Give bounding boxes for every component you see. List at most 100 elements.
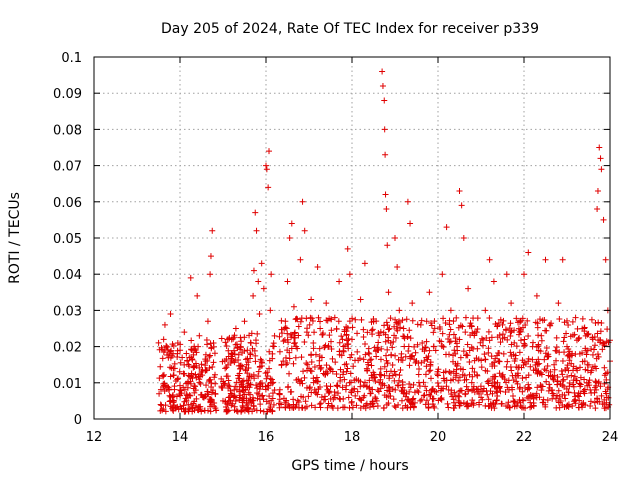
data-point: [256, 311, 263, 318]
data-point: [336, 339, 343, 346]
data-point: [371, 344, 378, 351]
data-point: [324, 404, 331, 411]
data-point: [370, 374, 377, 381]
data-point: [464, 352, 471, 359]
data-point: [350, 363, 357, 370]
data-point: [167, 364, 174, 371]
data-point: [167, 311, 174, 318]
data-point: [377, 365, 384, 372]
y-tick-label: 0.06: [53, 196, 82, 211]
x-tick-label: 16: [258, 430, 275, 445]
data-point: [554, 392, 561, 399]
data-point: [267, 379, 274, 386]
data-point: [414, 341, 421, 348]
data-point: [228, 402, 235, 409]
data-point: [387, 315, 394, 322]
data-point: [569, 318, 576, 325]
data-point: [590, 346, 597, 353]
data-point: [553, 334, 560, 341]
data-point: [419, 340, 426, 347]
data-point: [202, 362, 209, 369]
data-point: [194, 406, 201, 413]
data-point: [410, 403, 417, 410]
data-point: [460, 348, 467, 355]
data-point: [397, 367, 404, 374]
data-point: [239, 387, 246, 394]
data-point: [535, 342, 542, 349]
data-point: [474, 326, 481, 333]
data-point: [180, 402, 187, 409]
data-point: [462, 329, 469, 336]
data-point: [399, 317, 406, 324]
data-point: [445, 336, 452, 343]
data-point: [391, 403, 398, 410]
data-point: [291, 329, 298, 336]
data-point: [196, 332, 203, 339]
data-point: [285, 401, 292, 408]
data-point: [385, 334, 392, 341]
data-point: [544, 362, 551, 369]
data-point: [408, 353, 415, 360]
data-point: [354, 348, 361, 355]
data-point: [555, 387, 562, 394]
data-point: [552, 357, 559, 364]
data-point: [298, 315, 305, 322]
data-point: [290, 396, 297, 403]
data-point: [386, 375, 393, 382]
data-point: [307, 384, 314, 391]
data-point: [555, 300, 562, 307]
data-point: [339, 336, 346, 343]
data-point: [306, 321, 313, 328]
data-point: [349, 404, 356, 411]
data-point: [376, 379, 383, 386]
y-tick-label: 0.02: [53, 341, 82, 356]
data-point: [159, 355, 166, 362]
data-point: [514, 400, 521, 407]
data-point: [486, 337, 493, 344]
data-point: [422, 383, 429, 390]
data-point: [302, 398, 309, 405]
data-point: [268, 271, 275, 278]
data-point: [237, 362, 244, 369]
data-point: [292, 354, 299, 361]
data-point: [318, 354, 325, 361]
data-point: [582, 345, 589, 352]
data-point: [523, 374, 530, 381]
data-point: [592, 405, 599, 412]
data-point: [424, 356, 431, 363]
data-point: [337, 378, 344, 385]
data-point: [197, 405, 204, 412]
data-point: [265, 184, 272, 191]
data-point: [456, 393, 463, 400]
data-point: [234, 341, 241, 348]
data-point: [384, 322, 391, 329]
data-point: [242, 367, 249, 374]
data-point: [223, 364, 230, 371]
data-point: [181, 370, 188, 377]
data-point: [187, 380, 194, 387]
data-point: [279, 330, 286, 337]
data-point: [431, 404, 438, 411]
data-point: [308, 389, 315, 396]
x-tick-label: 24: [602, 430, 619, 445]
data-point: [285, 339, 292, 346]
data-point: [439, 271, 446, 278]
data-point: [236, 388, 243, 395]
data-point: [155, 339, 162, 346]
data-point: [487, 388, 494, 395]
data-point: [291, 330, 298, 337]
data-point: [205, 378, 212, 385]
data-point: [409, 300, 416, 307]
data-point: [489, 360, 496, 367]
y-axis-ticks: 0 0.01 0.02 0.03 0.04 0.05 0.06 0.07 0.08 0.09 0.1: [53, 51, 610, 428]
data-point: [522, 405, 529, 412]
data-point: [444, 400, 451, 407]
data-point: [367, 357, 374, 364]
x-axis-label: GPS time / hours: [291, 458, 408, 474]
data-point: [522, 360, 529, 367]
data-point: [243, 361, 250, 368]
data-point: [561, 383, 568, 390]
data-point: [171, 386, 178, 393]
data-point: [343, 323, 350, 330]
data-point: [347, 379, 354, 386]
